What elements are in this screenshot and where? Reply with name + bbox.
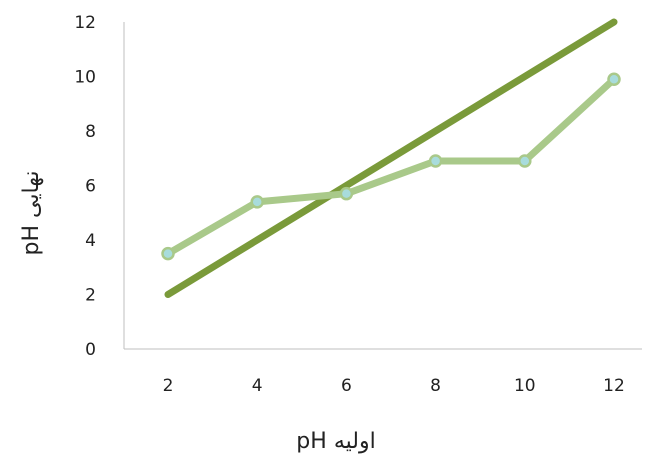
y-axis-ticks: 0 2 4 6 8 10 12 — [74, 13, 96, 360]
series-2 — [161, 72, 621, 261]
data-point — [161, 246, 175, 261]
y-tick-label: 0 — [85, 340, 96, 360]
y-tick-label: 10 — [74, 68, 96, 88]
y-axis-title: pH نهایی — [19, 171, 44, 256]
x-tick-label: 2 — [163, 376, 174, 396]
y-tick-label: 12 — [74, 13, 96, 33]
x-axis-title: pH اولیه — [296, 429, 375, 454]
data-point — [339, 186, 354, 201]
series-1-line — [164, 18, 618, 298]
x-tick-label: 6 — [341, 376, 352, 396]
y-tick-label: 6 — [85, 177, 96, 197]
series-layer — [161, 18, 621, 298]
data-point — [428, 154, 443, 168]
x-tick-label: 10 — [514, 376, 536, 396]
series-2-line — [164, 75, 618, 258]
y-tick-label: 4 — [85, 231, 96, 251]
data-point — [250, 195, 264, 209]
data-point — [518, 154, 532, 168]
x-tick-label: 8 — [430, 376, 441, 396]
y-tick-label: 8 — [85, 122, 96, 142]
x-axis-ticks: 2 4 6 8 10 12 — [163, 376, 625, 396]
data-point — [607, 72, 621, 86]
x-tick-label: 4 — [252, 376, 263, 396]
y-tick-label: 2 — [85, 286, 96, 306]
series-1 — [164, 18, 618, 298]
x-tick-label: 12 — [603, 376, 625, 396]
